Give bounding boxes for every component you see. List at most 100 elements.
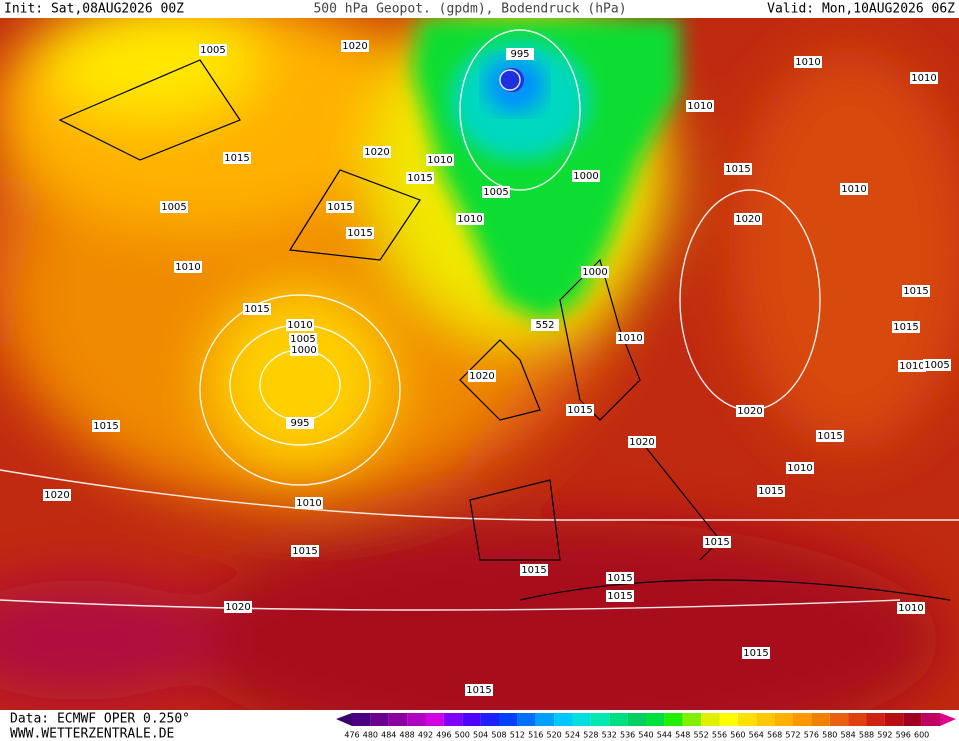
isobar-label-bg xyxy=(456,213,484,225)
isobar-label: 1010 xyxy=(457,214,482,225)
isobar-label-bg xyxy=(734,213,762,225)
colorbar-label: 512 xyxy=(510,731,525,740)
isobar-label-bg xyxy=(199,44,227,56)
colorbar-label: 476 xyxy=(344,731,359,740)
isobar-label-bg xyxy=(902,285,930,297)
isobar-label: 1010 xyxy=(787,463,812,474)
colorbar-label: 576 xyxy=(804,731,819,740)
colorbar-label: 500 xyxy=(455,731,470,740)
colorbar-label: 508 xyxy=(491,731,506,740)
isobar-label-bg xyxy=(897,602,925,614)
colorbar-label: 572 xyxy=(785,731,800,740)
isobar-label-bg xyxy=(426,154,454,166)
isobar-label-bg xyxy=(506,48,534,60)
isobar-label-bg xyxy=(606,590,634,602)
isobar-label: 1020 xyxy=(342,41,367,52)
isobar-label: 1010 xyxy=(687,101,712,112)
isobar-label-bg xyxy=(174,261,202,273)
isobar-label: 995 xyxy=(290,418,309,429)
colorbar-swatch xyxy=(884,713,904,726)
isobar-label-bg xyxy=(286,417,314,429)
colorbar-swatch xyxy=(756,713,775,726)
isobar-label-bg xyxy=(224,601,252,613)
colorbar-label: 532 xyxy=(602,731,617,740)
colorbar-swatch xyxy=(352,713,371,726)
isobar-label: 1010 xyxy=(617,333,642,344)
isobar-label: 1000 xyxy=(291,345,316,356)
colorbar-swatch xyxy=(407,713,426,726)
isobar-label: 1015 xyxy=(567,405,592,416)
colorbar-label: 484 xyxy=(381,731,396,740)
isobar-label-bg xyxy=(840,183,868,195)
isobar-label: 1010 xyxy=(911,73,936,84)
isobar-label: 1020 xyxy=(364,147,389,158)
colorbar-swatch xyxy=(921,713,940,726)
colorbar-label: 568 xyxy=(767,731,782,740)
isobar-label-bg xyxy=(606,572,634,584)
isobar-label: 1015 xyxy=(347,228,372,239)
colorbar-label: 536 xyxy=(620,731,635,740)
valid-time: Valid: Mon,10AUG2026 06Z xyxy=(767,2,955,17)
isobar-label-bg xyxy=(736,405,764,417)
isobar-label-bg xyxy=(923,359,951,371)
isobar-label-bg xyxy=(616,332,644,344)
colorbar-swatch xyxy=(572,713,591,726)
colorbar-swatch xyxy=(737,713,757,726)
isobar-label: 1005 xyxy=(924,360,949,371)
isobar-label-bg xyxy=(686,100,714,112)
isobar-label-bg xyxy=(786,462,814,474)
isobar-label-bg xyxy=(794,56,822,68)
colorbar-label: 584 xyxy=(840,731,855,740)
isobar-label-bg xyxy=(290,344,318,356)
isobar-label: 1020 xyxy=(44,490,69,501)
colorbar-label: 504 xyxy=(473,731,488,740)
colorbar-label: 564 xyxy=(749,731,764,740)
isobar-label: 1015 xyxy=(407,173,432,184)
init-time: Init: Sat,08AUG2026 00Z xyxy=(4,2,184,17)
colorbar-swatch xyxy=(829,713,849,726)
isobar-label: 1000 xyxy=(573,171,598,182)
isobar-label-bg xyxy=(341,40,369,52)
isobar-label: 1015 xyxy=(521,565,546,576)
isobar-label-bg xyxy=(223,152,251,164)
colorbar-swatch xyxy=(499,713,518,726)
isobar-label-bg xyxy=(160,201,188,213)
map-title: 500 hPa Geopot. (gpdm), Bodendruck (hPa) xyxy=(313,2,626,17)
isobar-label: 1010 xyxy=(296,498,321,509)
colorbar-end xyxy=(336,713,352,726)
colorbar-label: 488 xyxy=(399,731,414,740)
isobar-label: 1015 xyxy=(607,591,632,602)
isobar-label: 1015 xyxy=(743,648,768,659)
colorbar-swatch xyxy=(480,713,499,726)
isobar-label: 1015 xyxy=(817,431,842,442)
isobar-label: 1015 xyxy=(224,153,249,164)
isobar-label-bg xyxy=(816,430,844,442)
isobar-label: 1015 xyxy=(725,164,750,175)
isobar-label: 1005 xyxy=(290,334,315,345)
isobar-label-bg xyxy=(468,370,496,382)
isobar-label: 1015 xyxy=(292,546,317,557)
isobar-label: 1000 xyxy=(582,267,607,278)
colorbar-label: 596 xyxy=(896,731,911,740)
colorbar-swatch xyxy=(682,713,702,726)
isobar-label: 1015 xyxy=(704,537,729,548)
isobar-label: 1015 xyxy=(893,322,918,333)
colorbar-swatch xyxy=(590,713,610,726)
isobar-label-bg xyxy=(531,319,559,331)
colorbar-label: 548 xyxy=(675,731,690,740)
isobar-labels: 1005 1020 995 1010 1010 1010 1015 1020 1010 1015 1… xyxy=(43,40,951,696)
isobar-label: 1010 xyxy=(175,262,200,273)
isobar-label-bg xyxy=(92,420,120,432)
colorbar-swatch xyxy=(462,713,481,726)
isobar-label: 1015 xyxy=(244,304,269,315)
isobar-label-bg xyxy=(724,163,752,175)
isobar-label-bg xyxy=(520,564,548,576)
isobar-label: 1005 xyxy=(483,187,508,198)
isobar-label: 1005 xyxy=(200,45,225,56)
isobar-label-bg xyxy=(43,489,71,501)
isobar-label-bg xyxy=(482,186,510,198)
isobar-label-bg xyxy=(243,303,271,315)
isobar-label: 1020 xyxy=(735,214,760,225)
